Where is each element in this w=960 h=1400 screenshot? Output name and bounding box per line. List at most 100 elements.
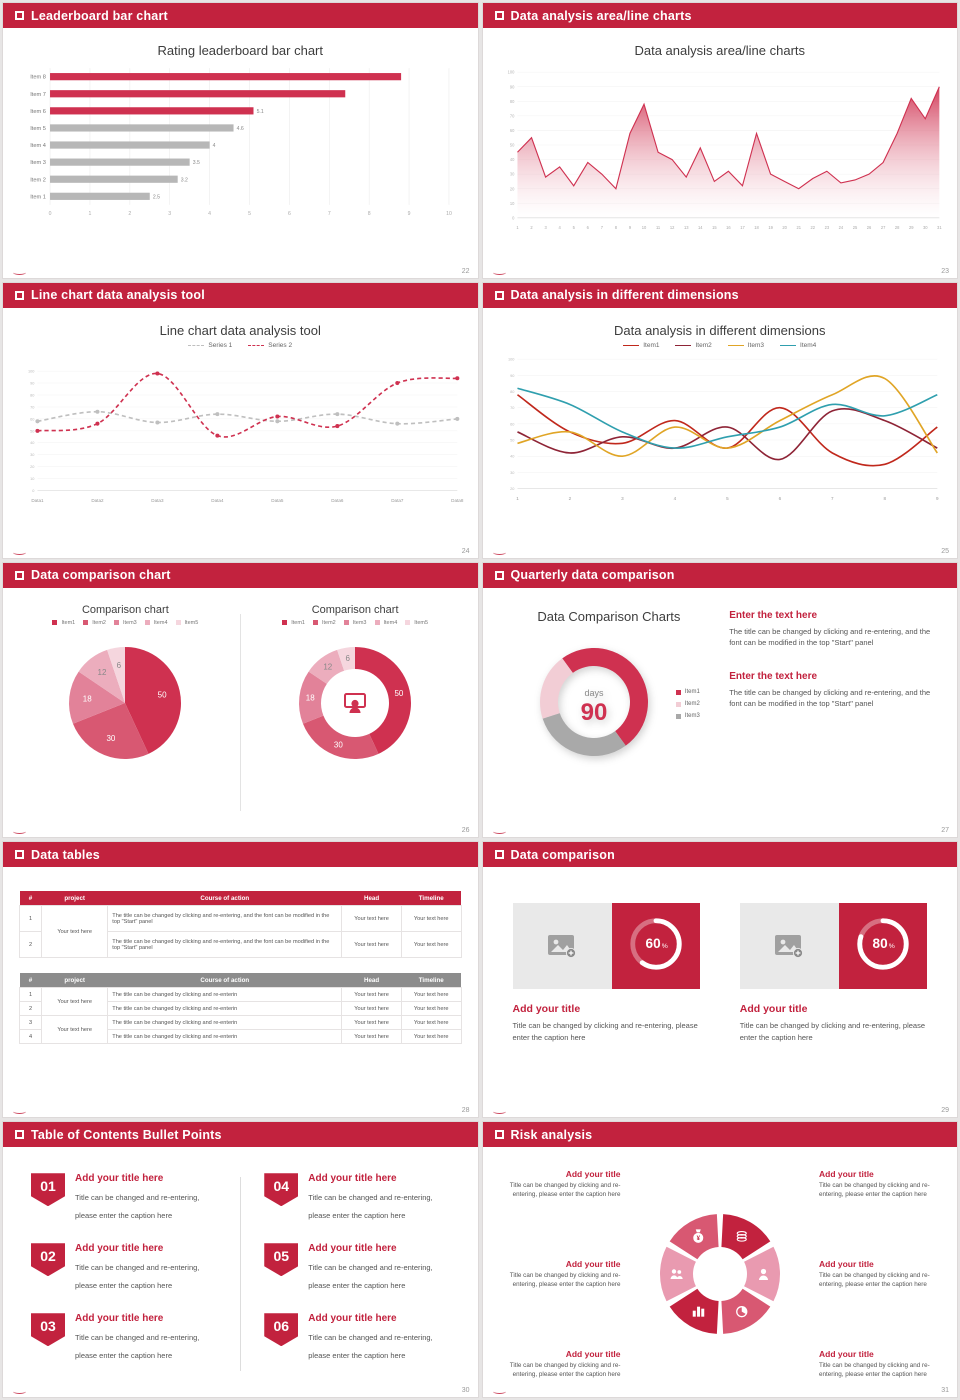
swatch xyxy=(113,620,119,626)
block-body: The title can be changed by clicking and… xyxy=(729,626,931,648)
svg-text:80: 80 xyxy=(509,99,514,104)
toc-title: Add your title here xyxy=(75,1313,164,1325)
slide-header: Leaderboard bar chart xyxy=(3,3,478,28)
legend-label: Item3 xyxy=(122,619,137,626)
card-caption: Title can be changed by clicking and re-… xyxy=(512,1021,698,1042)
svg-text:10: 10 xyxy=(30,476,34,481)
legend-item: Item1 xyxy=(52,620,75,626)
legend-item: Item3 xyxy=(727,342,764,349)
svg-text:12: 12 xyxy=(323,662,332,671)
svg-text:29: 29 xyxy=(908,225,913,230)
risk-block: Add your title Title can be changed by cl… xyxy=(819,1349,945,1379)
swatch xyxy=(282,620,288,626)
svg-text:9: 9 xyxy=(408,211,411,217)
block-heading: Add your title xyxy=(819,1258,874,1269)
slide-header-title: Data analysis in different dimensions xyxy=(510,288,739,303)
svg-text:2.5: 2.5 xyxy=(153,194,160,200)
toc-item: 05 Add your title here Title can be chang… xyxy=(264,1243,449,1293)
square-bullet-icon xyxy=(494,11,504,20)
svg-text:Item 1: Item 1 xyxy=(30,194,46,200)
svg-text:Data3: Data3 xyxy=(151,498,164,503)
percent-ring-80: 80% xyxy=(852,913,914,980)
svg-text:40: 40 xyxy=(30,440,34,445)
svg-text:Data6: Data6 xyxy=(331,498,344,503)
toc-item: 03 Add your title here Title can be chang… xyxy=(31,1313,216,1363)
legend-item: Item2 xyxy=(312,620,336,626)
svg-text:80: 80 xyxy=(30,392,34,397)
swatch xyxy=(52,620,58,626)
svg-text:60: 60 xyxy=(510,421,514,426)
legend-item: Item3 xyxy=(343,619,367,626)
svg-text:Data5: Data5 xyxy=(271,498,284,503)
svg-text:0: 0 xyxy=(512,215,515,220)
toc-item: 06 Add your title here Title can be chang… xyxy=(264,1313,449,1363)
svg-text:4: 4 xyxy=(673,496,676,501)
slide-header-title: Risk analysis xyxy=(510,1127,593,1142)
donut-chart: 50 30 18 12 6 xyxy=(276,628,434,779)
square-bullet-icon xyxy=(15,570,24,580)
slide-header: Data comparison xyxy=(482,842,957,868)
risk-block: Add your title Title can be changed by cl… xyxy=(495,1169,621,1199)
block-heading: Add your title xyxy=(565,1348,621,1359)
svg-text:10: 10 xyxy=(509,201,514,206)
legend-item: Item1 xyxy=(623,342,659,349)
toc-title: Add your title here xyxy=(308,1313,397,1325)
percent-ring-60: 60% xyxy=(625,913,687,980)
legend-item: Item1 xyxy=(675,689,700,695)
svg-text:Data1: Data1 xyxy=(31,498,44,503)
block-body: Title can be changed by clicking and re-… xyxy=(509,1271,621,1289)
slide-quarterly-comparison: Quarterly data comparison Data Compariso… xyxy=(481,561,958,839)
svg-text:12: 12 xyxy=(669,225,674,230)
slide-header: Data analysis in different dimensions xyxy=(482,282,957,308)
svg-text:20: 20 xyxy=(782,225,787,230)
pinwheel-diagram: ¥ xyxy=(625,1182,815,1371)
svg-text:100: 100 xyxy=(28,368,34,373)
svg-text:17: 17 xyxy=(740,225,745,230)
slide-line-chart-tool: Line chart data analysis tool Line chart… xyxy=(2,281,479,559)
legend-label: Series 2 xyxy=(268,341,293,349)
square-bullet-icon xyxy=(494,850,504,860)
svg-text:20: 20 xyxy=(510,486,514,491)
svg-text:10: 10 xyxy=(641,225,646,230)
pinwheel-area: ¥ xyxy=(621,1157,820,1395)
legend-label: Item3 xyxy=(352,619,367,626)
legend-label: Item2 xyxy=(684,701,700,708)
text-block: Enter the text here The title can be cha… xyxy=(729,671,937,710)
svg-text:31: 31 xyxy=(937,225,942,230)
svg-text:50: 50 xyxy=(509,143,514,148)
legend-label: Item5 xyxy=(184,619,199,626)
block-heading: Add your title xyxy=(565,1258,621,1269)
svg-text:4.6: 4.6 xyxy=(237,126,244,132)
legend-item: Item4 xyxy=(144,620,168,626)
svg-text:30: 30 xyxy=(334,740,343,749)
svg-text:2: 2 xyxy=(568,496,571,501)
svg-text:30: 30 xyxy=(509,172,514,177)
slide-header: Table of Contents Bullet Points xyxy=(3,1122,478,1148)
svg-text:21: 21 xyxy=(796,225,801,230)
svg-text:19: 19 xyxy=(768,225,773,230)
slide-toc-bullets: Table of Contents Bullet Points 01 Add y… xyxy=(2,1121,479,1398)
svg-text:12: 12 xyxy=(98,668,107,677)
svg-text:8: 8 xyxy=(883,496,886,501)
toc-title: Add your title here xyxy=(75,1173,164,1185)
svg-text:70: 70 xyxy=(510,405,514,410)
slide-leaderboard-bar-chart: Leaderboard bar chart Rating leaderboard… xyxy=(2,2,479,279)
series2-line-sample xyxy=(248,344,265,346)
swatch xyxy=(83,620,89,626)
pie-chart: 50 30 18 12 6 xyxy=(46,628,204,779)
toc-number-badge: 02 xyxy=(31,1243,65,1277)
legend-item: Series 2 xyxy=(248,342,292,349)
svg-text:0: 0 xyxy=(49,211,52,217)
svg-text:23: 23 xyxy=(824,225,829,230)
svg-text:5: 5 xyxy=(572,225,575,230)
svg-text:Item 8: Item 8 xyxy=(30,75,46,81)
square-bullet-icon xyxy=(15,11,24,20)
risk-block: Add your title Title can be changed by cl… xyxy=(819,1259,945,1289)
chart-title: Line chart data analysis tool xyxy=(159,322,321,338)
slide-header: Risk analysis xyxy=(482,1122,957,1148)
svg-text:30: 30 xyxy=(510,470,514,475)
toc-title: Add your title here xyxy=(308,1173,397,1185)
risk-block: Add your title Title can be changed by cl… xyxy=(819,1169,945,1199)
item4-line-sample xyxy=(780,344,797,346)
svg-text:1: 1 xyxy=(88,211,91,217)
